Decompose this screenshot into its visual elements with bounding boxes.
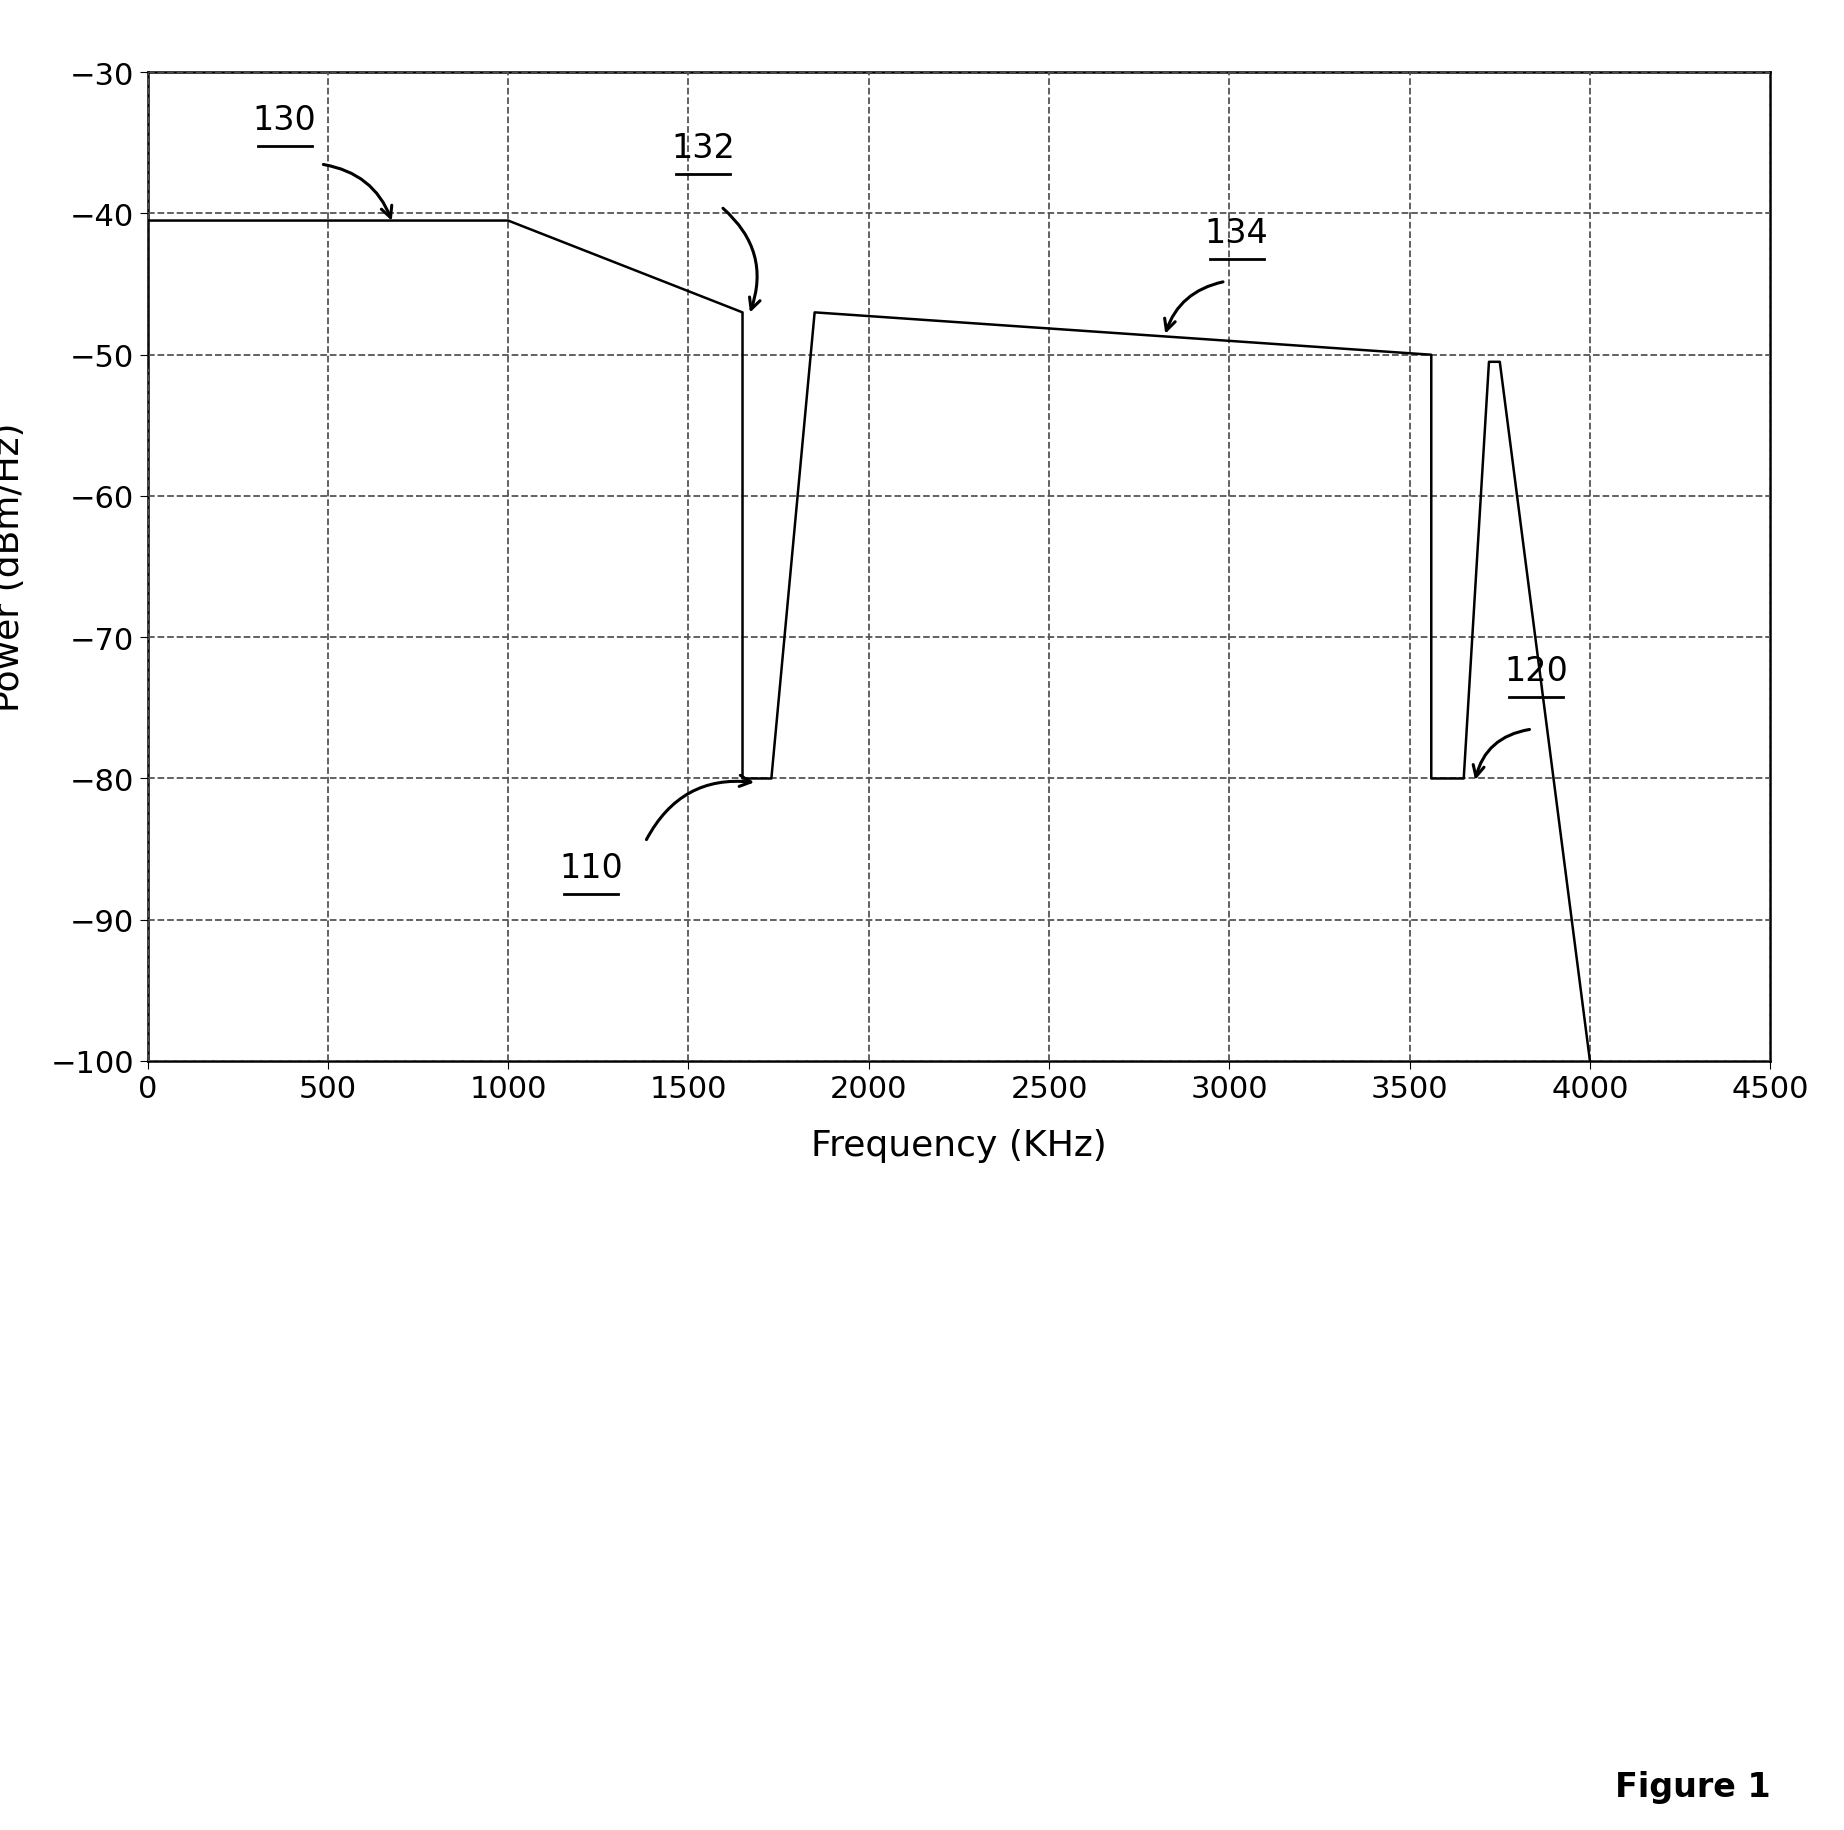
Text: Figure 1: Figure 1 [1615, 1770, 1770, 1803]
Text: 132: 132 [671, 132, 734, 165]
Text: 130: 130 [253, 104, 317, 137]
Y-axis label: Power (dBm/Hz): Power (dBm/Hz) [0, 423, 26, 712]
X-axis label: Frequency (KHz): Frequency (KHz) [811, 1129, 1106, 1162]
Text: 120: 120 [1505, 655, 1567, 688]
Text: 134: 134 [1204, 216, 1269, 249]
Text: 110: 110 [559, 853, 623, 886]
